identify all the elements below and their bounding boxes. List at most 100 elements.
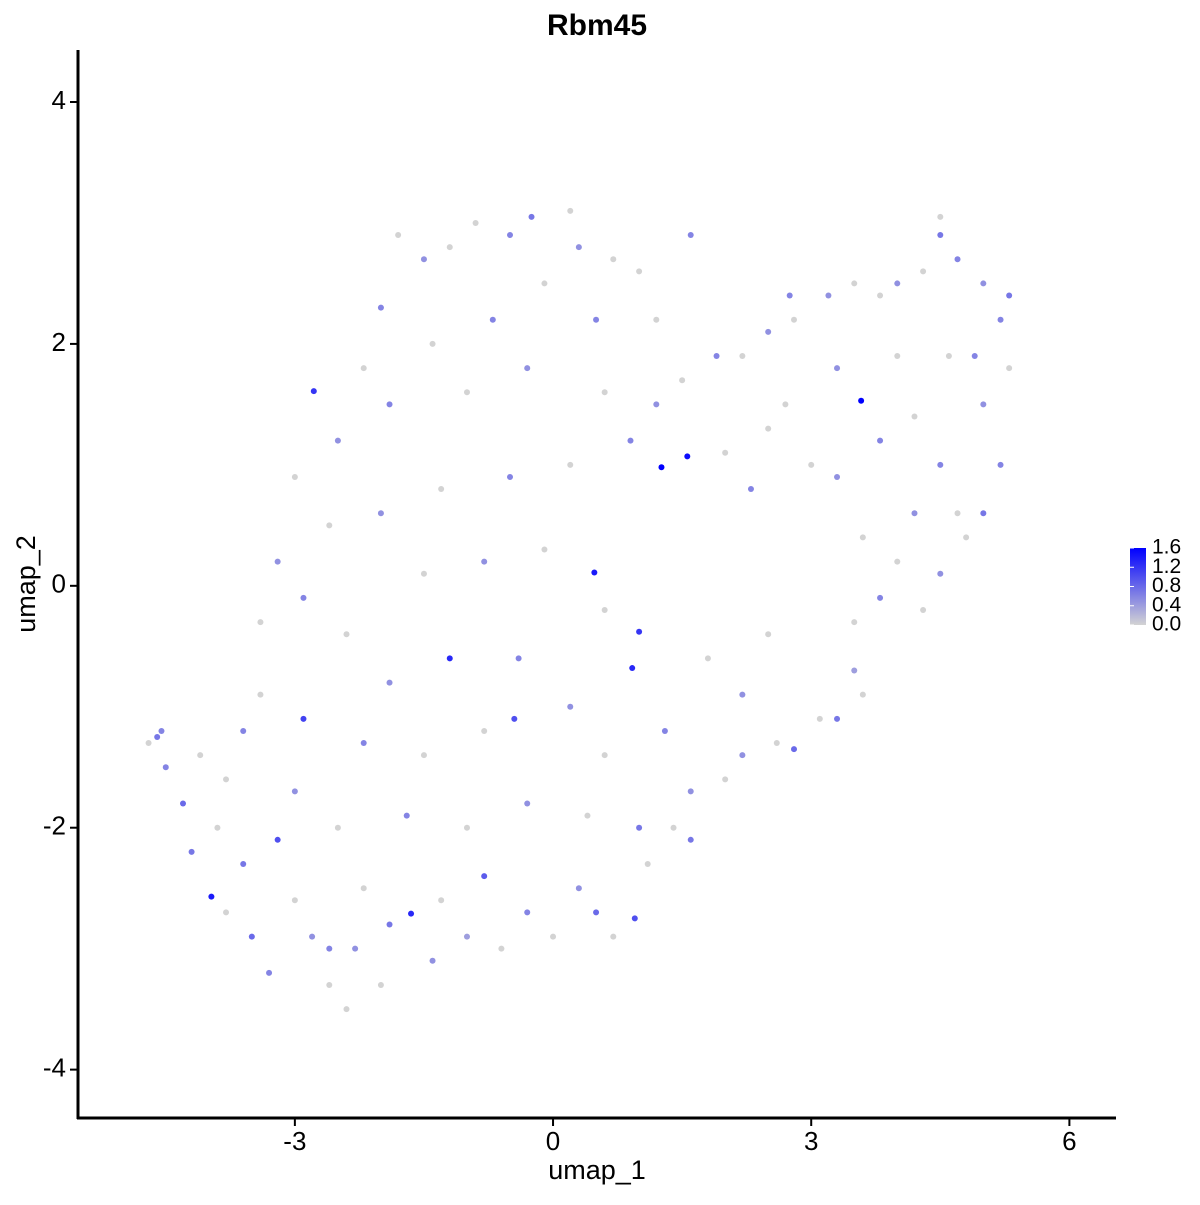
point [377,304,384,311]
point [980,280,987,287]
point [274,558,281,565]
colorbar-tick-label: 1.2 [1152,555,1181,578]
point [208,893,215,900]
point [679,377,686,384]
point [739,691,746,698]
point [240,861,247,868]
point [704,655,711,662]
point [343,1006,350,1013]
point [661,727,668,734]
point [498,945,505,952]
point [601,389,608,396]
point [739,353,746,360]
point [360,740,367,747]
x-tick-label: 0 [546,1126,560,1156]
point [420,570,427,577]
x-tick-label: 6 [1062,1126,1076,1156]
point [644,861,651,868]
point [684,453,691,460]
point [653,316,660,323]
point [851,280,858,287]
point [816,715,823,722]
point [438,897,445,904]
point [687,788,694,795]
point [408,910,415,917]
point [920,268,927,275]
point [197,752,204,759]
chart-title: Rbm45 [547,9,647,42]
point [360,885,367,892]
colorbar-tick-label: 0.0 [1152,613,1181,636]
point [1006,292,1013,299]
point [179,800,186,807]
point [765,425,772,432]
point [859,534,866,541]
point [266,969,273,976]
point [851,619,858,626]
point [971,353,978,360]
point [937,570,944,577]
point [188,848,195,855]
point [567,703,574,710]
point [653,401,660,408]
point [541,546,548,553]
point [420,256,427,263]
point [636,628,643,635]
point [911,510,918,517]
point [291,897,298,904]
point [541,280,548,287]
point [463,824,470,831]
point [670,824,677,831]
points [145,207,1013,1013]
point [877,437,884,444]
point [240,727,247,734]
point [429,957,436,964]
point [877,292,884,299]
colorbar-tick-label: 0.8 [1152,574,1181,597]
point [954,510,961,517]
point [507,473,514,480]
point [791,316,798,323]
point [438,486,445,493]
point [713,353,720,360]
point [954,256,961,263]
point [377,510,384,517]
point [515,655,522,662]
point [567,207,574,214]
point [593,909,600,916]
point [858,397,865,404]
point [627,437,634,444]
colorbar-tick-label: 1.6 [1152,536,1181,559]
point [300,715,307,722]
point [386,921,393,928]
point [158,727,165,734]
point [937,213,944,220]
x-axis-label: umap_1 [548,1155,646,1185]
point [310,388,317,395]
point [859,691,866,698]
point [291,473,298,480]
point [334,437,341,444]
point [300,594,307,601]
point [601,607,608,614]
point [658,464,665,471]
point [386,679,393,686]
point [463,389,470,396]
point [524,365,531,372]
point [334,824,341,831]
point [786,292,793,299]
point [610,933,617,940]
y-axis-label: umap_2 [11,535,41,633]
point [687,836,694,843]
point [765,328,772,335]
point [593,316,600,323]
point [894,558,901,565]
x-tick-label: -3 [283,1126,306,1156]
y-tick-label: 2 [52,327,66,357]
colorbar-tick-label: 0.4 [1152,593,1182,616]
point [343,631,350,638]
point [722,449,729,456]
point [403,812,410,819]
point [945,353,952,360]
